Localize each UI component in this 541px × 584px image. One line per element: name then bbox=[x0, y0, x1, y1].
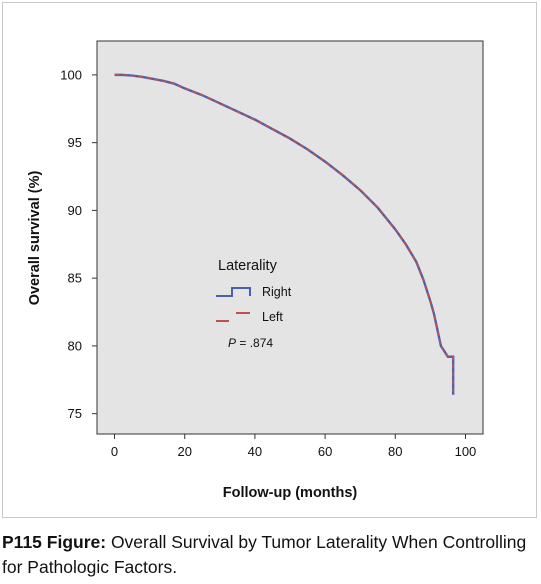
y-tick-label: 100 bbox=[60, 67, 82, 82]
legend-swatch-right bbox=[216, 287, 251, 297]
legend: Laterality Right Left P = .874 bbox=[216, 258, 292, 350]
legend-swatch-left bbox=[216, 312, 250, 322]
x-tick-label: 100 bbox=[455, 444, 477, 459]
y-tick-label: 95 bbox=[68, 135, 82, 150]
legend-title: Laterality bbox=[218, 258, 278, 274]
x-tick-label: 60 bbox=[318, 444, 332, 459]
y-tick-label: 80 bbox=[68, 338, 82, 353]
p-value-symbol: P bbox=[228, 336, 236, 350]
caption-text: Overall Survival by Tumor Laterality Whe… bbox=[2, 532, 527, 577]
plot-area: 0 20 40 60 80 100 75 80 85 90 95 100 bbox=[60, 40, 484, 459]
x-axis-title: Follow-up (months) bbox=[223, 485, 358, 501]
y-axis-title: Overall survival (%) bbox=[27, 171, 43, 306]
p-value-text: = .874 bbox=[236, 336, 273, 350]
legend-label-right: Right bbox=[262, 285, 292, 299]
caption-label: P115 Figure: bbox=[2, 532, 107, 552]
figure-caption: P115 Figure: Overall Survival by Tumor L… bbox=[2, 530, 532, 580]
legend-label-left: Left bbox=[262, 310, 283, 324]
y-tick-label: 75 bbox=[68, 406, 82, 421]
x-tick-label: 40 bbox=[248, 444, 262, 459]
x-tick-label: 0 bbox=[111, 444, 118, 459]
y-tick-label: 85 bbox=[68, 271, 82, 286]
y-tick-label: 90 bbox=[68, 203, 82, 218]
p-value-annotation: P = .874 bbox=[228, 336, 273, 350]
survival-chart: 0 20 40 60 80 100 75 80 85 90 95 100 Follow-up (mon… bbox=[27, 40, 484, 501]
x-tick-label: 80 bbox=[388, 444, 402, 459]
x-tick-label: 20 bbox=[177, 444, 191, 459]
plot-background bbox=[96, 40, 484, 435]
figure-frame bbox=[2, 2, 537, 518]
series-line-left bbox=[114, 74, 454, 395]
